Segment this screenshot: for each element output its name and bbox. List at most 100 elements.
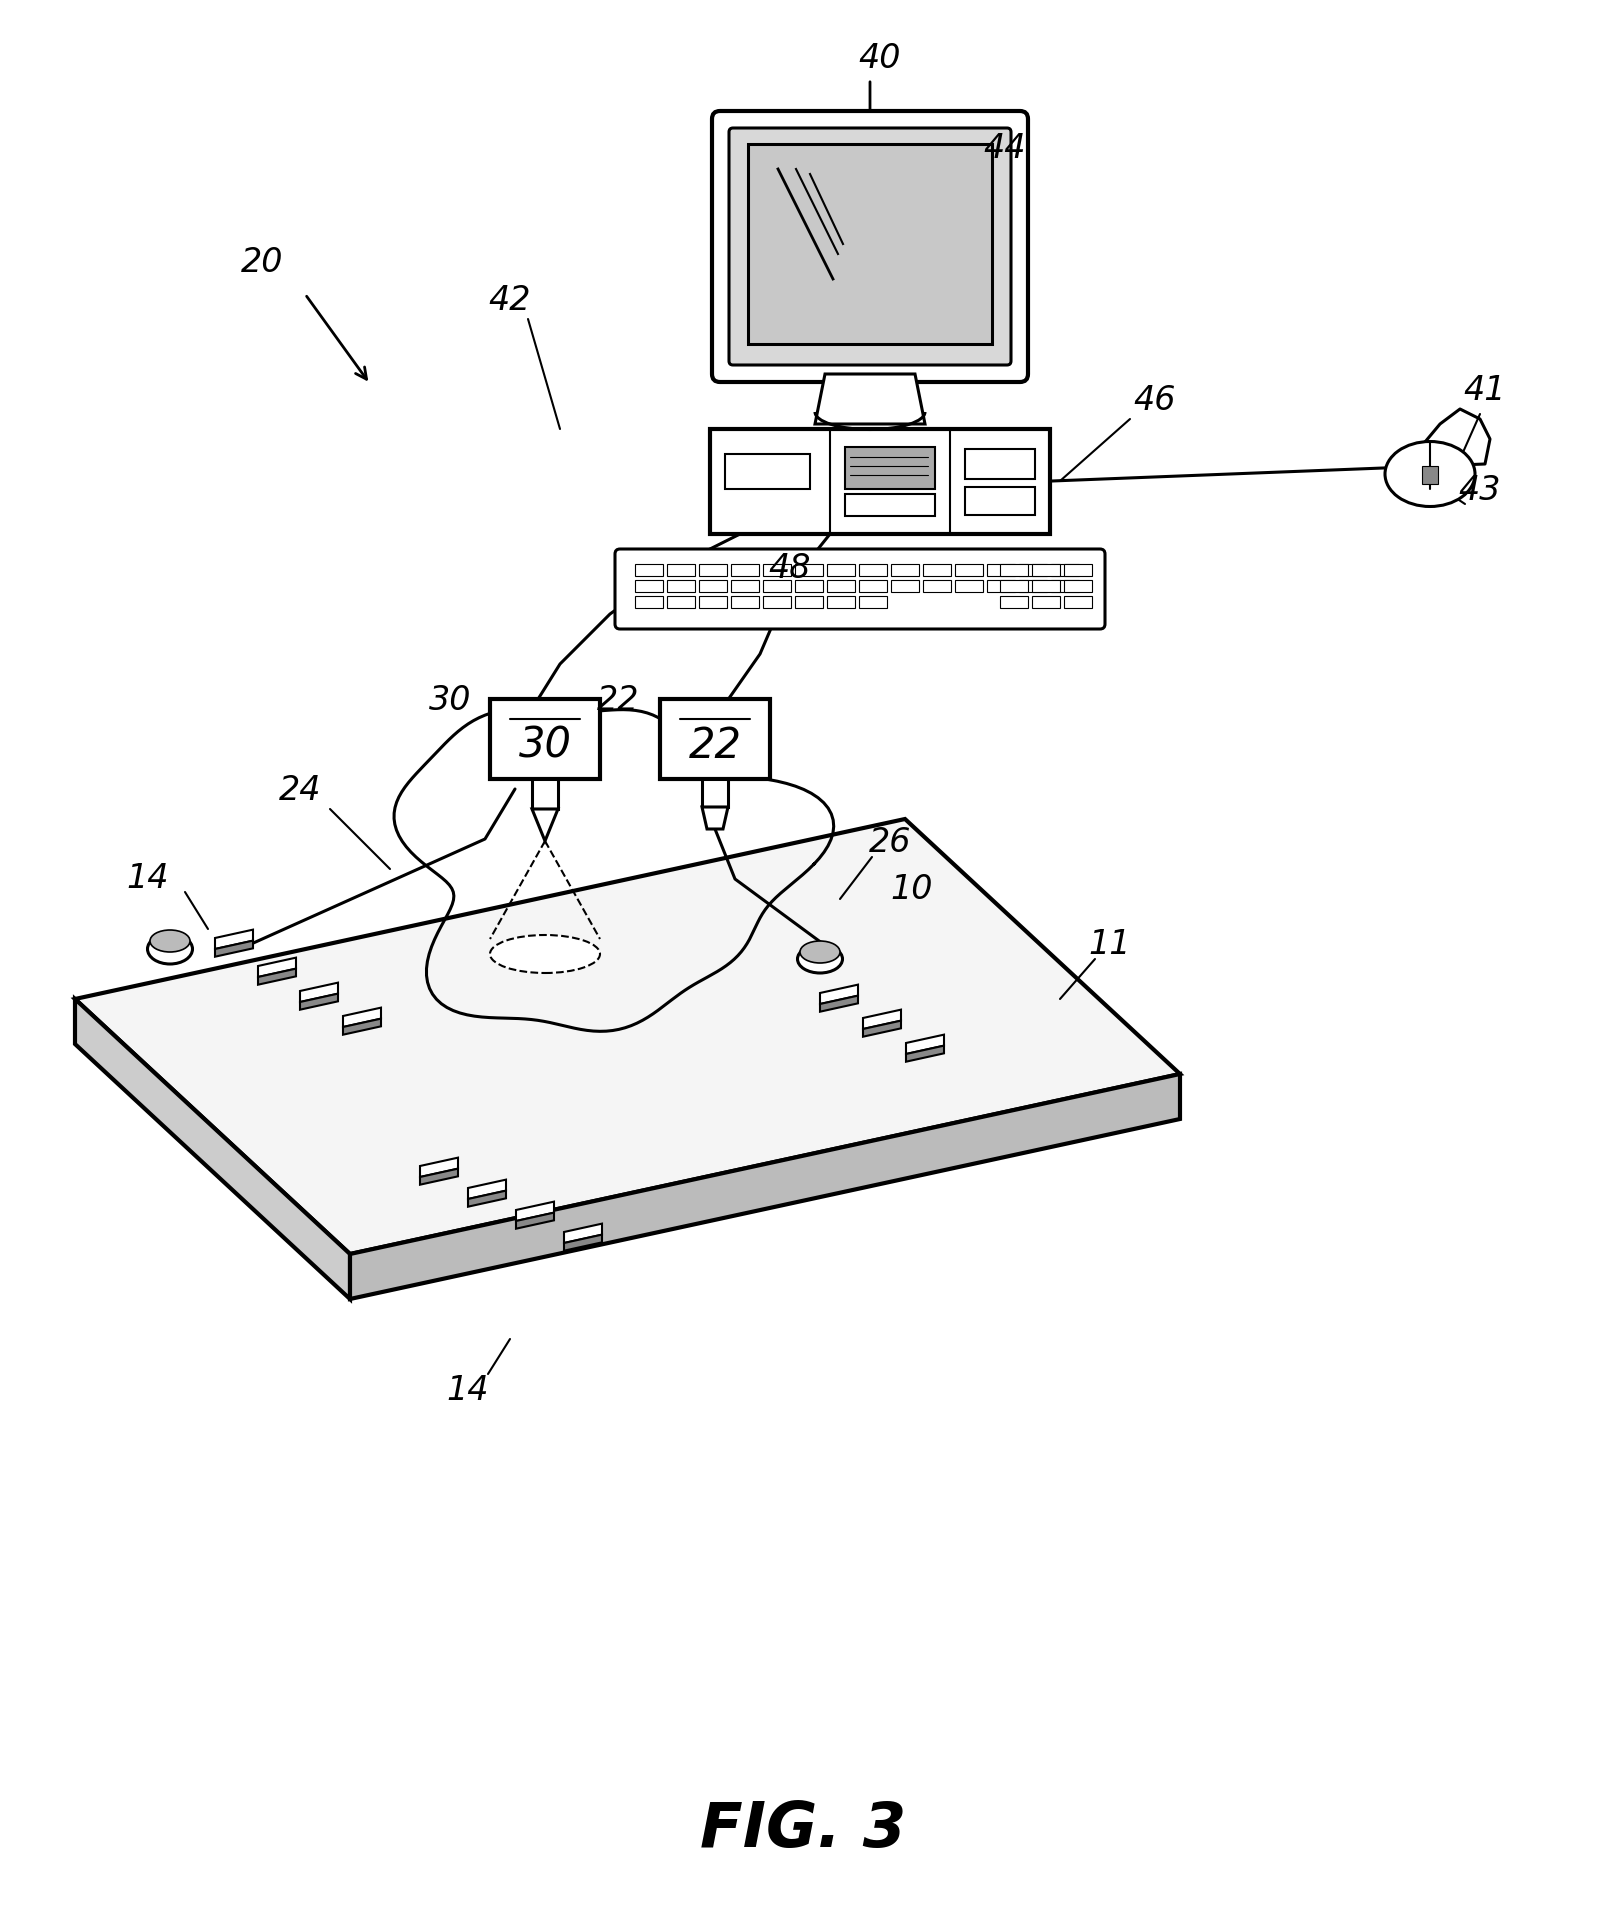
Bar xyxy=(701,779,727,808)
Bar xyxy=(730,596,759,610)
Text: 46: 46 xyxy=(1133,383,1175,417)
Bar xyxy=(634,581,663,592)
Text: 10: 10 xyxy=(891,872,933,907)
Bar xyxy=(891,581,918,592)
Bar xyxy=(1050,581,1079,592)
Polygon shape xyxy=(515,1202,554,1221)
Bar xyxy=(748,145,992,345)
Bar xyxy=(634,564,663,577)
Polygon shape xyxy=(258,958,295,977)
Bar xyxy=(1000,581,1027,592)
Polygon shape xyxy=(421,1158,457,1177)
Bar xyxy=(1032,564,1059,577)
Polygon shape xyxy=(300,994,337,1010)
Polygon shape xyxy=(421,1170,457,1185)
Polygon shape xyxy=(862,1010,900,1029)
Bar xyxy=(1064,596,1091,610)
Bar xyxy=(1420,467,1436,484)
Bar xyxy=(923,564,950,577)
FancyBboxPatch shape xyxy=(729,130,1011,366)
Bar xyxy=(1050,564,1079,577)
Ellipse shape xyxy=(1384,442,1473,507)
FancyBboxPatch shape xyxy=(615,551,1104,631)
Polygon shape xyxy=(905,1046,944,1063)
Bar xyxy=(1018,581,1046,592)
Bar xyxy=(987,581,1014,592)
Text: 41: 41 xyxy=(1462,373,1505,406)
Bar xyxy=(891,564,918,577)
Bar xyxy=(1000,596,1027,610)
Polygon shape xyxy=(467,1191,506,1208)
Bar xyxy=(965,488,1034,516)
Polygon shape xyxy=(258,970,295,985)
Bar xyxy=(730,564,759,577)
Bar xyxy=(827,564,854,577)
Bar xyxy=(1032,581,1059,592)
Bar xyxy=(724,455,809,490)
Text: 14: 14 xyxy=(446,1374,490,1406)
Ellipse shape xyxy=(798,945,843,973)
Polygon shape xyxy=(215,941,254,956)
Bar xyxy=(794,596,822,610)
Polygon shape xyxy=(563,1234,602,1252)
Bar xyxy=(987,564,1014,577)
Ellipse shape xyxy=(799,941,839,964)
Bar xyxy=(730,581,759,592)
Polygon shape xyxy=(75,819,1180,1253)
Bar xyxy=(1018,564,1046,577)
Polygon shape xyxy=(75,1000,350,1299)
Bar xyxy=(827,581,854,592)
Text: 40: 40 xyxy=(859,42,900,74)
Bar xyxy=(1000,564,1027,577)
Bar xyxy=(1064,581,1091,592)
Text: 48: 48 xyxy=(769,551,811,585)
Polygon shape xyxy=(905,1034,944,1055)
Bar xyxy=(698,596,727,610)
Polygon shape xyxy=(300,983,337,1002)
Bar xyxy=(531,779,557,810)
Text: 24: 24 xyxy=(279,773,321,806)
Bar xyxy=(844,448,934,490)
Bar xyxy=(698,564,727,577)
Text: 22: 22 xyxy=(689,724,742,766)
Bar xyxy=(827,596,854,610)
Bar xyxy=(955,581,982,592)
Polygon shape xyxy=(350,1074,1180,1299)
Bar xyxy=(923,581,950,592)
Text: 42: 42 xyxy=(488,284,531,316)
Bar xyxy=(762,596,791,610)
Bar xyxy=(634,596,663,610)
Bar xyxy=(762,564,791,577)
Polygon shape xyxy=(563,1225,602,1244)
Text: 30: 30 xyxy=(518,724,571,766)
Bar xyxy=(1032,596,1059,610)
Text: 22: 22 xyxy=(597,684,639,716)
Bar xyxy=(965,450,1034,480)
Ellipse shape xyxy=(148,935,193,964)
Bar xyxy=(490,699,600,779)
Polygon shape xyxy=(343,1008,380,1027)
Polygon shape xyxy=(862,1021,900,1036)
Polygon shape xyxy=(814,375,924,425)
Bar xyxy=(1064,564,1091,577)
Ellipse shape xyxy=(490,935,600,973)
Text: 14: 14 xyxy=(127,861,169,893)
Polygon shape xyxy=(467,1179,506,1200)
Bar xyxy=(859,564,886,577)
Bar xyxy=(859,596,886,610)
Text: 26: 26 xyxy=(868,825,910,857)
Text: 30: 30 xyxy=(429,684,470,716)
Bar xyxy=(794,564,822,577)
Polygon shape xyxy=(531,810,557,842)
Bar xyxy=(698,581,727,592)
Text: 11: 11 xyxy=(1088,928,1130,960)
FancyBboxPatch shape xyxy=(711,112,1027,383)
Bar xyxy=(709,431,1050,535)
Bar xyxy=(955,564,982,577)
Text: 20: 20 xyxy=(241,246,282,278)
Text: 43: 43 xyxy=(1457,472,1501,507)
Bar xyxy=(666,581,695,592)
Bar xyxy=(762,581,791,592)
Polygon shape xyxy=(820,985,857,1004)
Bar xyxy=(844,495,934,516)
